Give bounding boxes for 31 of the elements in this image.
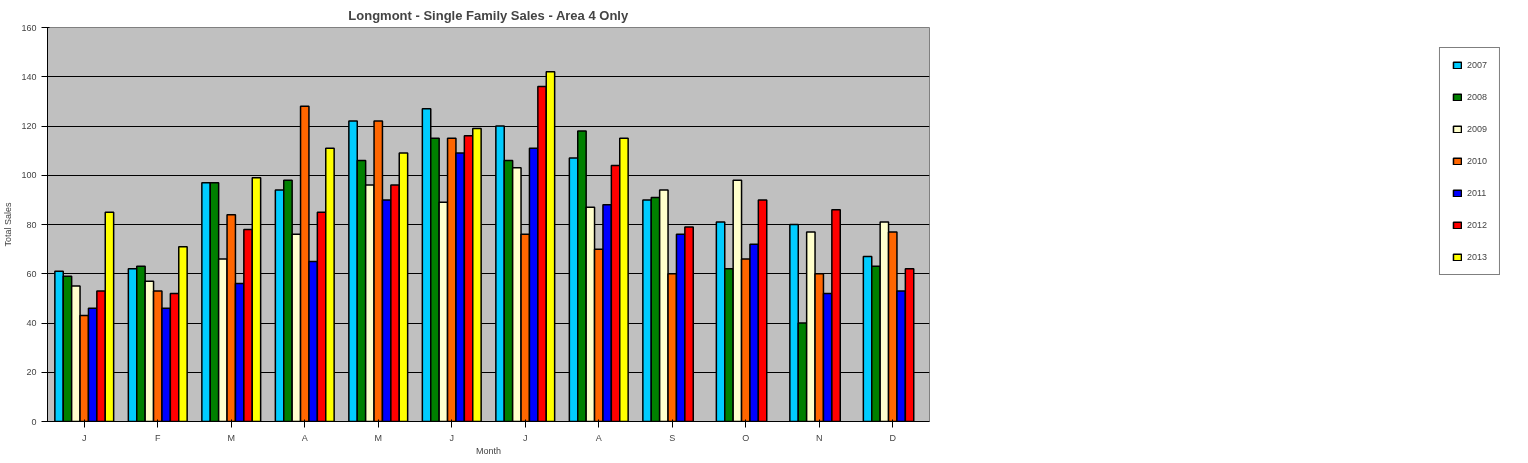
x-tick-label: M bbox=[227, 432, 235, 443]
y-tick-label: 60 bbox=[26, 268, 37, 279]
legend-label: 2013 bbox=[1466, 252, 1487, 262]
y-tick-label: 140 bbox=[21, 71, 37, 82]
y-tick-label: 160 bbox=[21, 22, 37, 33]
chart-title: Longmont - Single Family Sales - Area 4 Only bbox=[348, 7, 629, 23]
legend-label: 2010 bbox=[1466, 156, 1487, 166]
x-tick-label: O bbox=[742, 432, 750, 443]
x-tick-label: J bbox=[82, 432, 87, 443]
x-tick-label: N bbox=[816, 432, 823, 443]
x-tick-label: J bbox=[523, 432, 528, 443]
legend-label: 2011 bbox=[1466, 188, 1487, 198]
legend-label: 2009 bbox=[1466, 124, 1487, 134]
legend-label: 2012 bbox=[1466, 220, 1487, 230]
x-tick-label: D bbox=[889, 432, 897, 443]
y-tick-label: 100 bbox=[21, 170, 37, 181]
legend-label: 2008 bbox=[1466, 92, 1487, 102]
y-tick-label: 0 bbox=[31, 416, 37, 427]
y-axis-title: Total Sales bbox=[3, 201, 14, 247]
y-tick-label: 120 bbox=[21, 121, 37, 131]
y-tick-label: 80 bbox=[26, 219, 37, 230]
y-tick-label: 40 bbox=[26, 318, 37, 328]
y-tick-label: 20 bbox=[26, 367, 37, 378]
x-tick-label: J bbox=[449, 432, 454, 443]
x-tick-label: M bbox=[374, 432, 382, 443]
x-tick-label: A bbox=[301, 432, 308, 443]
x-tick-label: A bbox=[595, 432, 602, 443]
legend-label: 2007 bbox=[1466, 60, 1487, 70]
x-tick-label: F bbox=[155, 432, 161, 443]
x-axis-title: Month bbox=[475, 445, 502, 456]
x-tick-label: S bbox=[669, 432, 676, 443]
